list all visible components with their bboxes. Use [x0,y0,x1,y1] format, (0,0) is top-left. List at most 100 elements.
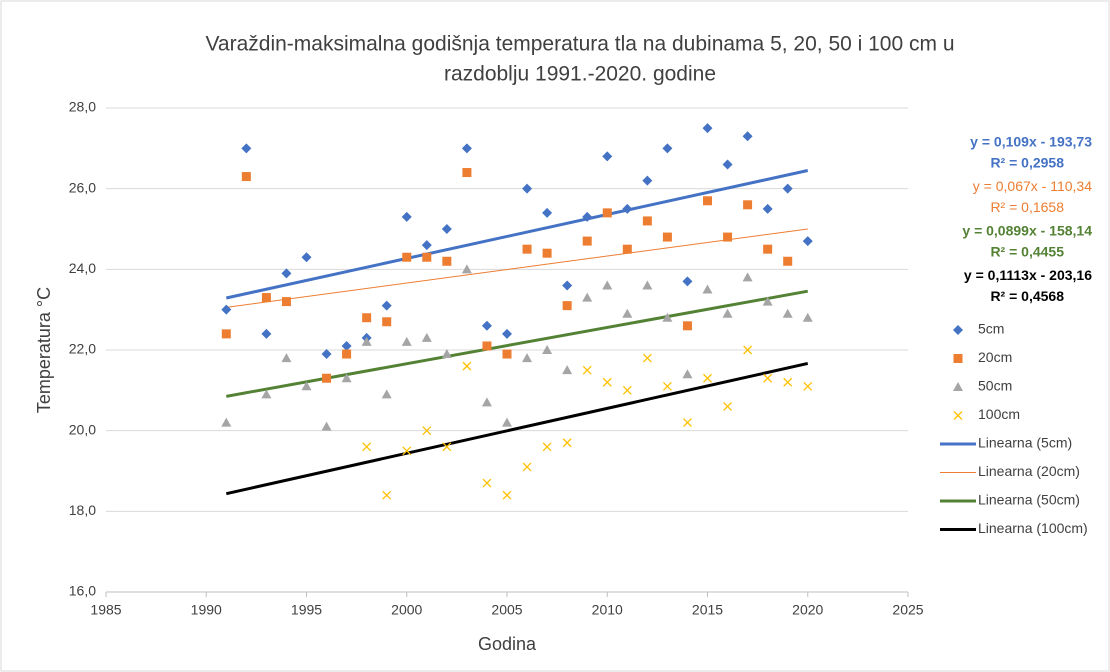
data-point [481,320,492,331]
data-point [742,272,753,282]
data-point [422,426,432,436]
data-point [362,313,372,323]
legend-symbol [953,325,963,335]
x-tick-label: 2010 [592,602,623,618]
data-point [642,280,653,290]
y-tick-label: 26,0 [69,179,96,195]
legend-label: 5cm [978,321,1004,337]
data-point [702,284,713,294]
x-axis-label: Godina [478,634,537,654]
data-point [402,446,412,456]
y-tick-label: 22,0 [69,341,96,357]
data-point [803,381,813,391]
data-point [662,312,673,322]
y-tick-label: 24,0 [69,260,96,276]
legend-symbol [953,382,963,391]
chart-title: Varaždin-maksimalna godišnja temperatura… [205,33,954,56]
data-point [462,361,472,371]
legend-symbol [953,354,963,363]
data-point [241,143,252,154]
data-point [421,240,432,251]
data-point [421,332,432,342]
data-point [261,389,272,399]
data-point [722,308,733,318]
data-point [582,292,593,302]
x-tick-label: 2020 [792,602,823,618]
data-point [682,321,692,331]
data-point [802,312,813,322]
legend-label: 50cm [978,378,1012,394]
data-point [261,328,272,339]
data-point [522,353,533,363]
data-point [562,301,572,311]
data-point [402,252,412,262]
data-point [502,417,512,427]
data-point [723,402,733,411]
data-point [682,418,692,428]
data-point [261,293,271,303]
data-point [662,143,673,154]
data-point [341,340,352,351]
data-point [441,224,452,234]
data-point [322,373,332,383]
trend-equation: y = 0,0899x - 158,14 [962,223,1092,239]
data-point [602,280,613,290]
data-point [622,244,632,254]
x-tick-label: 1985 [90,602,121,618]
data-point [682,276,693,287]
data-point [422,252,432,262]
data-point [462,168,472,178]
data-point [401,211,412,222]
trend-r2: R² = 0,4455 [990,244,1064,260]
data-point [481,397,492,407]
data-point [703,373,712,383]
data-point [682,369,693,379]
data-point [361,336,372,346]
data-point [522,183,533,194]
data-point [642,216,652,226]
data-point [742,131,753,142]
data-point [763,244,773,254]
data-point [702,123,713,134]
y-tick-label: 20,0 [69,421,96,437]
data-point [582,365,592,375]
trend-r2: R² = 0,4568 [990,288,1064,304]
data-point [221,417,232,427]
data-point [341,373,352,383]
data-point [321,349,332,360]
data-point [221,329,231,339]
x-tick-label: 1990 [191,602,222,618]
data-point [301,381,312,391]
data-point [342,349,352,359]
legend-label: 100cm [978,406,1020,422]
data-point [382,317,392,327]
y-tick-label: 16,0 [69,583,96,599]
x-tick-label: 2025 [892,602,923,618]
data-point [723,232,733,242]
trend-equation: y = 0,109x - 193,73 [970,134,1092,150]
data-point [662,381,672,391]
data-point [602,377,612,387]
y-tick-label: 28,0 [69,99,96,115]
data-point [281,297,291,307]
data-point [763,373,773,383]
data-point [502,490,512,500]
data-point [542,442,552,452]
data-point [622,308,633,318]
data-point [381,389,392,399]
trendline [226,228,808,308]
data-point [743,200,753,210]
data-point [602,208,612,218]
data-point [461,264,472,274]
data-point [562,280,573,291]
legend-label: 20cm [978,349,1012,365]
legend-label: Linearna (100cm) [978,520,1088,536]
data-point [783,377,793,387]
data-point [442,256,452,266]
data-point [722,159,733,170]
trend-r2: R² = 0,1658 [990,199,1064,215]
data-point [743,345,753,355]
legend-label: Linearna (5cm) [978,435,1072,451]
data-point [582,236,592,246]
